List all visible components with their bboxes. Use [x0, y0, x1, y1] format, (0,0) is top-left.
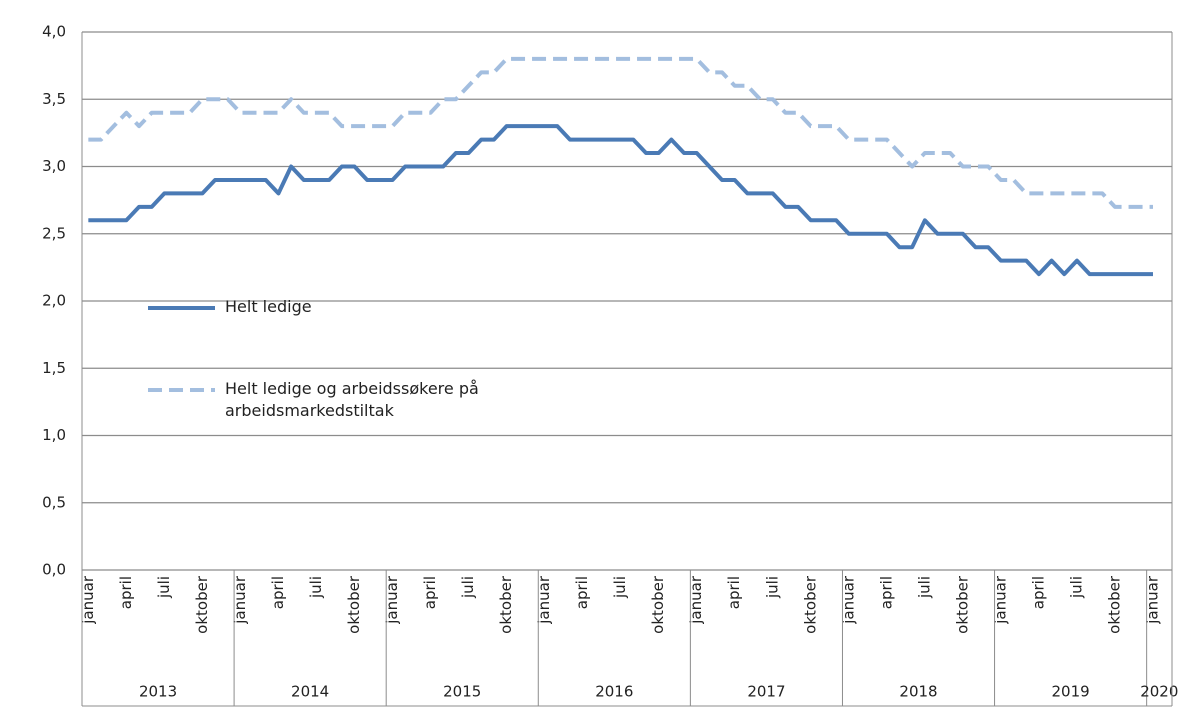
year-label: 2020 [1140, 683, 1178, 701]
y-tick-label: 3,0 [42, 157, 66, 175]
x-tick-label: april [117, 576, 135, 609]
x-tick-label: oktober [953, 575, 971, 634]
x-tick-label: januar [991, 575, 1009, 625]
x-tick-label: juli [307, 576, 325, 599]
legend-label: Helt ledige og arbeidssøkere på arbeidsm… [225, 379, 479, 420]
y-tick-label: 2,0 [42, 292, 66, 310]
x-tick-label: juli [1067, 576, 1085, 599]
x-tick-label: januar [383, 575, 401, 625]
x-tick-label: juli [915, 576, 933, 599]
year-label: 2019 [1052, 683, 1090, 701]
x-tick-label: april [573, 576, 591, 609]
x-tick-label: juli [459, 576, 477, 599]
y-tick-label: 1,0 [42, 426, 66, 444]
x-tick-label: januar [1143, 575, 1161, 625]
year-label: 2018 [899, 683, 937, 701]
y-tick-label: 1,5 [42, 359, 66, 377]
year-label: 2016 [595, 683, 633, 701]
x-tick-label: januar [535, 575, 553, 625]
x-tick-label: oktober [345, 575, 363, 634]
x-tick-label: januar [231, 575, 249, 625]
year-label: 2015 [443, 683, 481, 701]
y-tick-label: 4,0 [42, 23, 66, 41]
x-tick-label: oktober [193, 575, 211, 634]
x-tick-label: oktober [497, 575, 515, 634]
year-label: 2014 [291, 683, 329, 701]
series-line [88, 124, 1153, 277]
x-tick-label: juli [155, 576, 173, 599]
year-label: 2017 [747, 683, 785, 701]
x-tick-label: oktober [801, 575, 819, 634]
series-line [88, 56, 1153, 209]
y-tick-label: 0,0 [42, 561, 66, 579]
x-tick-label: april [421, 576, 439, 609]
x-tick-label: april [877, 576, 895, 609]
x-tick-label: juli [611, 576, 629, 599]
legend-label: Helt ledige [225, 297, 312, 316]
x-tick-label: april [269, 576, 287, 609]
x-tick-label: januar [79, 575, 97, 625]
x-tick-label: januar [839, 575, 857, 625]
x-tick-label: april [1029, 576, 1047, 609]
y-tick-label: 3,5 [42, 90, 66, 108]
x-tick-label: januar [687, 575, 705, 625]
x-tick-label: juli [763, 576, 781, 599]
x-tick-label: oktober [649, 575, 667, 634]
y-tick-label: 2,5 [42, 224, 66, 242]
y-tick-label: 0,5 [42, 493, 66, 511]
year-label: 2013 [139, 683, 177, 701]
x-tick-label: oktober [1105, 575, 1123, 634]
x-tick-label: april [725, 576, 743, 609]
